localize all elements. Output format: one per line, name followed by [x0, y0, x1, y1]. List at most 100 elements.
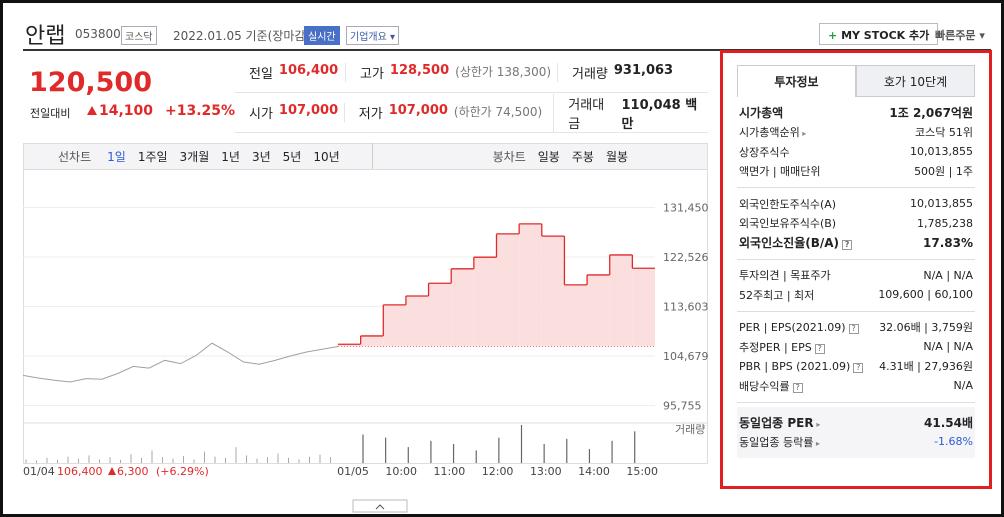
invest-row: PBR | BPS (2021.09)? 4.31배 | 27,936원 [739, 357, 973, 377]
invest-label: 배당수익률 [739, 379, 790, 393]
previous-line [23, 342, 339, 383]
invest-label-wrap: 액면가 | 매매단위 [739, 163, 821, 179]
expand-icon [375, 504, 385, 510]
summary-cell: 시가 107,000 [235, 103, 344, 122]
tab-group-label: 봉차트 [492, 150, 526, 164]
invest-label-wrap: 상장주식수 [739, 144, 790, 160]
invest-row: 시가총액순위 ▸ 코스닥 51위 [739, 123, 973, 143]
invest-group: 투자의견 | 목표주가 N/A | N/A 52주최고 | 최저 109,600 | … [737, 260, 975, 312]
step-area [338, 344, 361, 347]
invest-label: 추정PER | EPS [739, 340, 812, 354]
tab[interactable]: 3년 [251, 150, 271, 164]
invest-label: PBR | BPS (2021.09) [739, 359, 851, 373]
stock-name: 안랩 [25, 24, 66, 49]
summary-label: 저가 [358, 107, 383, 122]
invest-row: 시가총액 1조 2,067억원 [739, 103, 973, 123]
invest-tab[interactable]: 호가 10단계 [856, 65, 975, 97]
realtime-badge[interactable]: 실시간 [304, 26, 340, 45]
step-area [496, 233, 520, 347]
summary-note: (상한가 138,300) [455, 65, 552, 79]
invest-tab[interactable]: 투자정보 [737, 65, 856, 97]
invest-label: 액면가 | 매매단위 [739, 165, 821, 179]
tab-group-label: 선차트 [58, 150, 92, 164]
mystock-button[interactable]: + MY STOCK 추가 [819, 23, 939, 45]
step-area [587, 274, 610, 347]
y-tick-label: 122,526 [663, 251, 708, 264]
invest-value: N/A [953, 379, 973, 393]
tab[interactable]: 1일 [107, 150, 126, 164]
step-area [428, 283, 452, 347]
market-badge: 코스닥 [121, 26, 157, 45]
x-tick-label: 01/05 [337, 465, 369, 478]
divider [23, 49, 991, 51]
invest-row: 외국인보유주식수(B) 1,785,238 [739, 214, 973, 234]
invest-label: 외국인소진율(B/A) [739, 236, 840, 251]
stock-code: 053800 [75, 27, 121, 41]
footer-rate: (+6.29%) [156, 465, 209, 478]
date: 2022.01.05 기준(장마감) [173, 29, 311, 43]
tab[interactable]: 10년 [313, 150, 340, 164]
invest-value: 코스닥 51위 [915, 126, 973, 140]
x-tick-label: 14:00 [578, 465, 610, 478]
tab[interactable]: 3개월 [179, 150, 210, 164]
invest-label-wrap: 52주최고 | 최저 [739, 287, 814, 303]
x-tick-label: 13:00 [530, 465, 562, 478]
invest-label: 상장주식수 [739, 145, 790, 159]
step-area [360, 335, 384, 347]
summary-cell: 거래대금 110,048 백만 [553, 93, 708, 132]
volume-label: 거래량 [675, 423, 705, 436]
y-tick-label: 113,603 [663, 301, 708, 314]
step-area [519, 223, 542, 347]
invest-label: 투자의견 | 목표주가 [739, 269, 831, 283]
invest-label-wrap: 투자의견 | 목표주가 [739, 267, 831, 283]
summary-value: 107,000 [278, 103, 339, 118]
invest-label-wrap: 동일업종 PER ▸ [739, 415, 821, 430]
invest-label: 시가총액순위 [739, 126, 800, 140]
tab[interactable]: 1주일 [137, 150, 168, 164]
summary-value: 110,048 백만 [621, 97, 698, 132]
step-area [564, 284, 588, 347]
tab[interactable]: 5년 [282, 150, 302, 164]
quick-order-label: 빠른주문 [935, 29, 976, 42]
invest-value: 10,013,855 [910, 197, 973, 211]
tab[interactable]: 월봉 [605, 150, 629, 164]
summary-note: (하한가 74,500) [453, 105, 543, 119]
invest-value: N/A | N/A [923, 340, 973, 354]
summary-label: 거래량 [572, 67, 608, 82]
up-icon [108, 467, 116, 475]
invest-label-wrap: 배당수익률? [739, 378, 803, 394]
step-area [383, 304, 406, 347]
invest-group: 시가총액 1조 2,067억원 시가총액순위 ▸ 코스닥 51위 상장주식수 10,013… [737, 97, 975, 188]
chart-frame [23, 169, 708, 464]
chart-tabs: 선차트 1일 1주일 3개월 1년 3년 5년 10년 봉차트 일봉 주봉 월봉 [23, 143, 708, 170]
summary-label: 시가 [249, 107, 273, 122]
summary-value: 107,000 [388, 103, 448, 118]
invest-label: 외국인한도주식수(A) [739, 197, 837, 211]
invest-value: 4.31배 | 27,936원 [879, 360, 973, 374]
expand-button[interactable] [352, 499, 408, 513]
invest-value: 1,785,238 [917, 216, 973, 230]
invest-label: 외국인보유주식수(B) [739, 217, 837, 231]
summary-table: 전일 106,400 고가 128,500 (상한가 138,300) 거래량 931,06… [235, 53, 708, 133]
step-area [541, 236, 565, 347]
company-button[interactable]: 기업개요 ▾ [346, 26, 400, 45]
invest-label-wrap: PER | EPS(2021.09)? [739, 321, 859, 334]
tab[interactable]: 일봉 [537, 150, 560, 164]
invest-row: 상장주식수 10,013,855 [739, 142, 973, 162]
x-tick-label: 12:00 [482, 465, 514, 478]
quick-order[interactable]: 빠른주문 ▾ [935, 29, 985, 42]
invest-row: 액면가 | 매매단위 500원 | 1주 [739, 162, 973, 182]
tab[interactable]: 1년 [221, 150, 240, 164]
summary-cell: 저가 107,000 (하한가 74,500) [343, 103, 554, 122]
summary-value: 128,500 [389, 63, 450, 78]
step-area [451, 268, 474, 347]
summary-label: 전일 [249, 67, 273, 82]
invest-row: 추정PER | EPS? N/A | N/A [739, 337, 973, 357]
step-area [405, 296, 429, 347]
x-tick-label: 10:00 [385, 465, 417, 478]
summary-value: 106,400 [278, 63, 339, 78]
chart: 131,450 122,526 113,603 104,679 95,755 거래량 01/… [23, 169, 708, 513]
tab[interactable]: 주봉 [571, 150, 594, 164]
invest-row: 52주최고 | 최저 109,600 | 60,100 [739, 285, 973, 305]
